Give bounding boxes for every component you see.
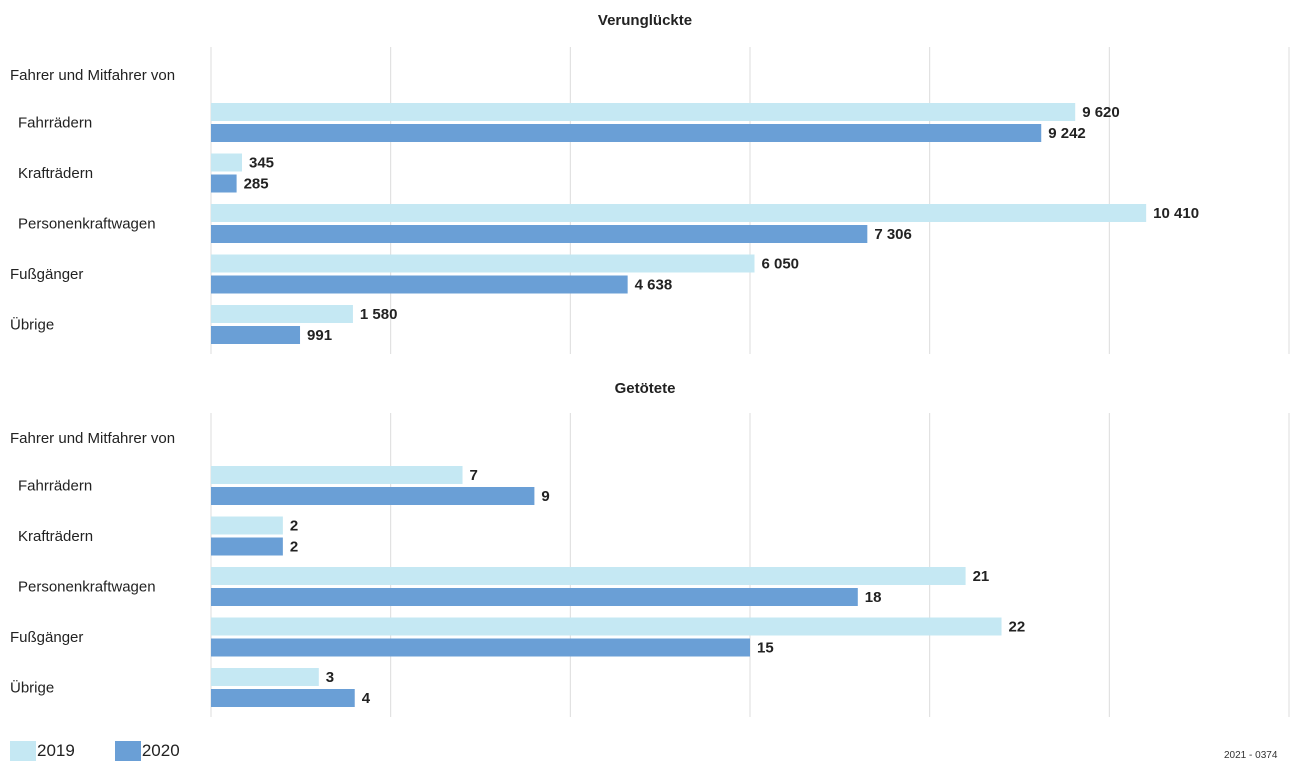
bar-verunglueckte-2020-3	[211, 275, 628, 294]
group-header-getoetete: Fahrer und Mitfahrer von	[10, 430, 175, 447]
category-label-getoetete-1: Krafträdern	[18, 528, 93, 545]
bar-getoetete-2019-2	[211, 567, 966, 585]
bar-verunglueckte-2020-0	[211, 124, 1042, 142]
bar-verunglueckte-2020-2	[211, 225, 868, 243]
bar-getoetete-2020-3	[211, 638, 750, 657]
bar-getoetete-2020-1	[211, 537, 283, 556]
bar-verunglueckte-2019-2	[211, 204, 1147, 222]
value-label-getoetete-2020-0: 9	[541, 488, 549, 505]
bar-verunglueckte-2020-1	[211, 174, 237, 193]
bar-getoetete-2020-0	[211, 487, 535, 505]
category-label-verunglueckte-3: Fußgänger	[10, 266, 83, 283]
bar-verunglueckte-2019-0	[211, 103, 1076, 121]
value-label-verunglueckte-2020-2: 7 306	[874, 226, 912, 243]
category-label-verunglueckte-4: Übrige	[10, 316, 54, 334]
legend-swatch-2019	[10, 741, 36, 761]
legend-label-2020: 2020	[141, 741, 180, 760]
value-label-getoetete-2020-2: 18	[865, 589, 882, 606]
value-label-verunglueckte-2020-4: 991	[307, 327, 332, 344]
value-label-getoetete-2019-3: 22	[1009, 619, 1026, 636]
category-label-verunglueckte-1: Krafträdern	[18, 165, 93, 182]
bar-getoetete-2019-0	[211, 466, 463, 484]
value-label-verunglueckte-2020-0: 9 242	[1048, 125, 1086, 142]
panel-title-getoetete: Getötete	[615, 380, 676, 397]
value-label-verunglueckte-2019-3: 6 050	[761, 256, 799, 273]
source-code: 2021 - 0374	[1224, 750, 1278, 761]
value-label-verunglueckte-2019-0: 9 620	[1082, 104, 1120, 121]
legend-swatch-2020	[114, 741, 141, 761]
category-label-getoetete-3: Fußgänger	[10, 629, 83, 646]
value-label-verunglueckte-2019-4: 1 580	[360, 306, 398, 323]
bar-verunglueckte-2019-3	[211, 254, 755, 273]
value-label-verunglueckte-2019-2: 10 410	[1153, 205, 1199, 222]
category-label-getoetete-4: Übrige	[10, 679, 54, 697]
category-label-verunglueckte-2: Personenkraftwagen	[18, 216, 156, 233]
category-label-getoetete-0: Fahrrädern	[18, 478, 92, 495]
bar-verunglueckte-2019-4	[211, 305, 353, 323]
group-header-verunglueckte: Fahrer und Mitfahrer von	[10, 67, 175, 84]
value-label-getoetete-2019-0: 7	[470, 467, 478, 484]
panel-title-verunglueckte: Verunglückte	[598, 12, 692, 29]
value-label-getoetete-2020-4: 4	[362, 690, 371, 707]
value-label-getoetete-2020-3: 15	[757, 640, 774, 657]
value-label-getoetete-2019-2: 21	[973, 568, 990, 585]
bar-getoetete-2020-2	[211, 588, 858, 606]
legend-item-2019: 2019	[10, 741, 75, 761]
value-label-getoetete-2019-4: 3	[326, 669, 334, 686]
value-label-getoetete-2020-1: 2	[290, 539, 298, 556]
bar-verunglueckte-2020-4	[211, 326, 301, 344]
value-label-getoetete-2019-1: 2	[290, 518, 298, 535]
legend: 2019 2020	[10, 741, 180, 761]
bar-getoetete-2019-4	[211, 668, 319, 686]
bar-getoetete-2019-3	[211, 617, 1002, 636]
legend-item-2020: 2020	[114, 741, 180, 761]
value-label-verunglueckte-2020-3: 4 638	[635, 277, 673, 294]
legend-label-2019: 2019	[37, 741, 75, 760]
category-label-verunglueckte-0: Fahrrädern	[18, 115, 92, 132]
bar-getoetete-2019-1	[211, 516, 283, 535]
bar-getoetete-2020-4	[211, 689, 355, 707]
value-label-verunglueckte-2019-1: 345	[249, 155, 274, 172]
category-label-getoetete-2: Personenkraftwagen	[18, 579, 156, 596]
chart-svg: Verunglückte Fahrer und Mitfahrer von Fahr…	[10, 12, 1290, 717]
bar-verunglueckte-2019-1	[211, 153, 242, 172]
value-label-verunglueckte-2020-1: 285	[244, 176, 269, 193]
